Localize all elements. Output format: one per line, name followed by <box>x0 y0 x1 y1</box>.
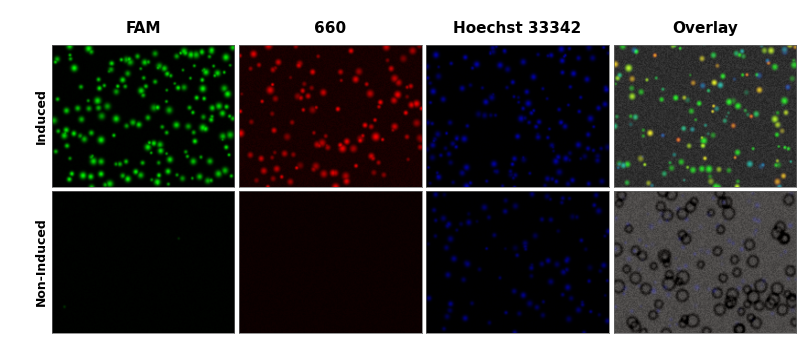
Text: Non-Induced: Non-Induced <box>35 217 48 306</box>
Text: FAM: FAM <box>126 21 161 36</box>
Text: 660: 660 <box>314 21 346 36</box>
Text: Overlay: Overlay <box>672 21 738 36</box>
Text: Induced: Induced <box>35 88 48 143</box>
Text: Hoechst 33342: Hoechst 33342 <box>454 21 582 36</box>
